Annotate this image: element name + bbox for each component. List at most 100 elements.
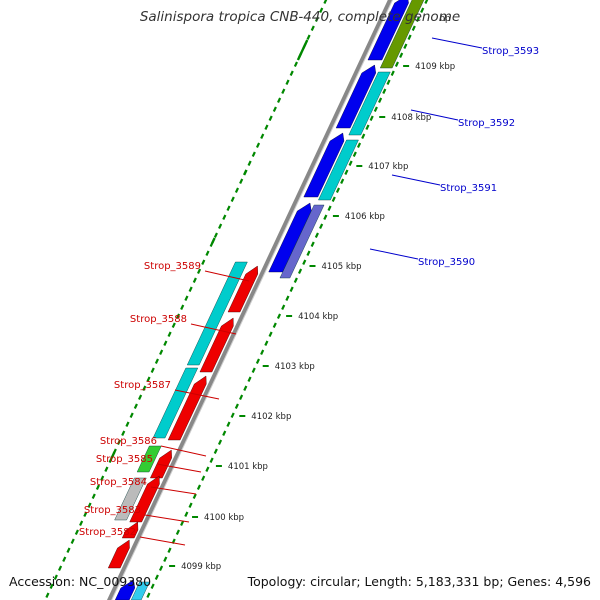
gc-dot <box>365 124 370 130</box>
accession-value: NC_009380 <box>79 574 152 589</box>
leader-line <box>139 536 186 546</box>
gc-dot <box>100 475 105 481</box>
leader-line <box>391 174 441 186</box>
gc-dot <box>91 493 96 499</box>
gc-dot <box>175 313 181 319</box>
gc-dot <box>293 277 298 283</box>
leader-line <box>160 445 207 457</box>
gc-dash <box>296 39 309 61</box>
gc-dash <box>110 451 116 459</box>
gc-dot <box>420 7 425 13</box>
kbp-tick-label: 4106 kbp <box>345 212 385 222</box>
gc-dot <box>373 106 378 112</box>
gene-label-forward: Strop_3593 <box>482 46 539 57</box>
gc-dot <box>154 358 159 364</box>
gc-dot <box>369 115 374 121</box>
kbp-tick-label: 4108 kbp <box>391 113 431 123</box>
gene-label-forward: Strop_3592 <box>458 118 515 129</box>
gc-dot <box>167 331 172 337</box>
gc-dot <box>247 160 252 166</box>
length-label: Length: <box>364 574 412 589</box>
kbp-ruler: 4099 kbp 4100 kbp 4101 kbp 4102 kbp 4103 kbp… <box>169 14 455 572</box>
gc-dot <box>386 79 391 85</box>
leader-line <box>431 37 483 49</box>
gene-reverse-red <box>107 539 130 569</box>
gc-dot <box>361 133 366 139</box>
gene-forward-blue <box>335 64 377 129</box>
gc-dot <box>62 556 67 562</box>
gc-dot <box>70 538 75 544</box>
gc-dash <box>211 237 216 244</box>
gene-cyan <box>348 71 391 136</box>
gene-label-reverse: Strop_3582 <box>79 527 136 538</box>
gc-dot <box>272 322 277 328</box>
gc-dot <box>83 511 88 517</box>
kbp-tick-label: 4099 kbp <box>181 562 221 572</box>
gc-dot <box>192 493 197 499</box>
gc-dot <box>150 583 155 589</box>
gc-dot <box>49 583 54 589</box>
gene-label-reverse: Strop_3583 <box>84 505 141 516</box>
gene-label-reverse: Strop_3588 <box>130 314 187 325</box>
gc-dot <box>319 223 324 229</box>
gc-dot <box>121 430 126 436</box>
gc-dot <box>226 205 231 211</box>
gc-dot <box>314 232 319 238</box>
gc-dot <box>218 223 223 229</box>
gc-dot <box>251 367 256 373</box>
gc-dot <box>184 511 189 517</box>
leader-line <box>410 109 459 121</box>
gc-dot <box>289 286 294 292</box>
gc-dot <box>133 403 138 409</box>
gene-label-reverse: Strop_3586 <box>100 436 157 447</box>
gene-olive <box>379 0 425 69</box>
backbone-track <box>106 0 394 600</box>
gc-dot <box>323 214 328 220</box>
kbp-tick-label: 4107 kbp <box>368 162 408 172</box>
gc-dot <box>163 556 168 562</box>
gc-dot <box>293 61 298 67</box>
gc-dot <box>222 214 227 220</box>
gc-dot <box>403 43 408 49</box>
gc-dot <box>87 502 92 508</box>
gc-dot <box>314 16 320 22</box>
genes-label: Genes: <box>507 574 552 589</box>
gc-dot <box>281 304 286 310</box>
gc-dot <box>175 529 180 535</box>
gc-dot <box>213 448 218 454</box>
gc-dot <box>150 367 155 373</box>
gc-dot <box>255 142 261 148</box>
gc-dot <box>138 394 143 400</box>
gc-dot <box>201 259 206 265</box>
gc-dot <box>255 358 260 364</box>
gc-dot <box>180 304 185 310</box>
gc-dot <box>251 151 256 157</box>
gc-dot <box>116 439 122 445</box>
gc-dot <box>302 259 307 265</box>
gc-dot <box>74 529 79 535</box>
gc-dot <box>230 412 235 418</box>
gc-dot <box>197 268 202 274</box>
gc-dot <box>239 178 244 184</box>
gc-dot <box>230 196 235 202</box>
gc-dot <box>217 439 223 445</box>
gene-reverse-red <box>121 521 139 539</box>
gc-dash <box>243 169 248 176</box>
gc-dot <box>53 574 58 580</box>
gene-violet <box>279 204 325 279</box>
leader-line <box>369 248 419 260</box>
gc-dot <box>411 25 416 31</box>
gc-dot <box>45 592 50 598</box>
gc-dot <box>159 349 164 355</box>
backbone-highlight <box>111 0 394 600</box>
gc-dot <box>310 25 315 31</box>
gc-dot <box>142 385 147 391</box>
kbp-tick-label: 4101 kbp <box>228 462 268 472</box>
genome-title: Salinispora tropica CNB-440, complete ge… <box>139 9 461 25</box>
gc-dot <box>277 97 282 103</box>
gc-dot <box>264 340 269 346</box>
gene-reverse-red <box>227 265 259 313</box>
gene-label-reverse: Strop_3587 <box>114 380 171 391</box>
gc-dot <box>276 313 282 319</box>
genes-value: 4,596 <box>555 574 591 589</box>
